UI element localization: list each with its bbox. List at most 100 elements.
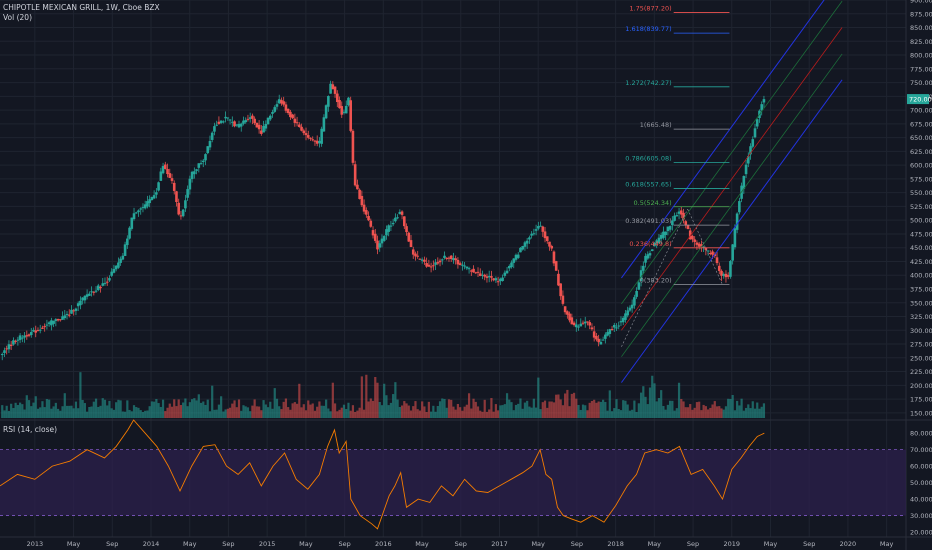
candle-body [586,321,589,323]
candle-body [695,242,699,245]
volume-bar [510,402,513,418]
candle-body [340,106,344,115]
volume-bar [421,401,424,418]
candle-body [396,217,399,219]
volume-bar [606,410,609,418]
volume-bar [452,406,455,418]
time-tick-label: 2016 [375,540,392,548]
candle-body [101,283,105,286]
volume-bar [378,401,381,418]
candle-body [575,324,578,328]
candle-body [751,139,755,147]
candle-body [248,117,252,119]
candle-body [130,217,134,229]
volume-bar [385,395,388,418]
volume-bar [16,405,19,418]
candle-body [56,318,60,321]
volume-bar [392,394,395,418]
volume-bar [470,408,473,418]
candle-body [552,251,556,264]
volume-bar [155,398,158,418]
candle-body [54,319,58,321]
volume-bar [459,407,462,418]
candle-body [172,182,176,191]
volume-bar [481,411,484,418]
volume-bar [698,401,701,418]
time-tick-label: Sep [687,540,699,548]
time-tick-label: May [67,540,81,548]
candle-body [746,156,750,164]
candle-body [300,126,303,131]
volume-bar [376,382,379,418]
candle-body [367,215,370,221]
candle-body [436,262,440,264]
candle-body [601,339,605,341]
volume-bar [418,410,422,418]
candle-body [657,237,661,244]
volume-bar [691,409,694,418]
candle-body [313,140,317,142]
candle-body [659,234,663,239]
candle-body [697,243,701,247]
candle-body [456,259,460,265]
candle-body [231,121,234,123]
volume-bar [264,404,267,418]
candle-body [650,249,654,252]
price-tick-label: 650.00 [910,134,932,142]
candle-body [550,246,554,249]
candle-body [704,247,708,250]
candle-body [494,278,498,281]
candle-body [447,257,451,259]
volume-bar [1,405,4,418]
candle-body [67,314,71,316]
price-tick-label: 500.00 [910,217,932,225]
candle-body [387,225,390,232]
candle-body [686,225,690,230]
volume-bar [626,404,629,418]
candle-body [507,266,511,269]
price-tick-label: 250.00 [910,354,932,362]
volume-bar [374,376,377,418]
candle-body [284,104,288,111]
candle-body [717,265,721,271]
volume-bar [394,382,397,418]
candle-body [749,146,752,155]
volume-bar [416,409,419,418]
volume-bar [12,408,15,418]
candle-body [358,189,361,199]
candle-body [376,240,379,250]
candle-body [324,105,328,119]
volume-bar [503,404,506,418]
volume-bar [74,401,78,418]
candle-body [619,321,623,323]
candle-body [32,329,35,332]
volume-bar [550,401,553,418]
candle-body [329,83,332,94]
candle-body [610,329,614,331]
candle-body [255,122,259,128]
candle-body [559,283,562,297]
volume-bar [287,407,290,418]
volume-bar [548,401,551,418]
candle-body [362,204,366,212]
volume-bar [112,409,116,418]
volume-bar [307,400,310,418]
pitchfork-handle [687,209,723,285]
volume-bar [298,383,301,418]
candle-body [275,104,279,107]
candle-body [41,327,44,329]
candle-body [70,309,73,314]
volume-bar [186,406,189,418]
candle-body [682,212,685,220]
volume-bar [21,404,24,418]
fib-level-label: 0(383.20) [640,276,672,284]
volume-bar [48,399,51,418]
volume-bar [217,404,221,418]
candle-body [266,117,270,125]
volume-bar [686,407,690,418]
volume-bar [593,399,596,418]
volume-bars [1,372,766,418]
candle-body [186,189,189,198]
volume-bar [253,399,256,418]
